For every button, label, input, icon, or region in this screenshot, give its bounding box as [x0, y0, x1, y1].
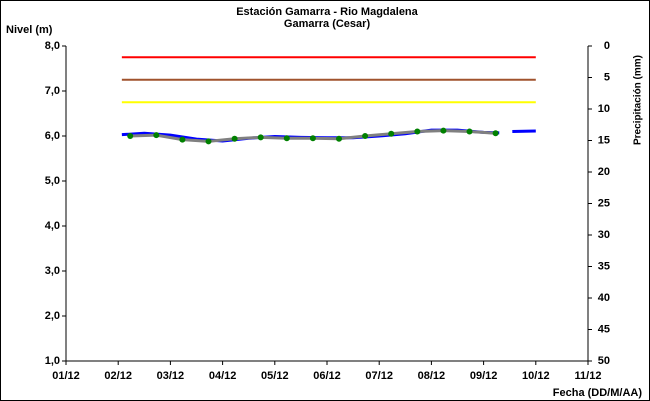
data-point [309, 135, 316, 142]
y-tick-label: 4,0 [45, 220, 60, 232]
x-tick-label: 08/12 [418, 370, 446, 382]
y-tick-label: 5,0 [45, 175, 60, 187]
y-tick-label: 8,0 [45, 40, 60, 52]
y2-tick-label: 5 [604, 71, 610, 83]
y2-tick-label: 40 [598, 292, 610, 304]
x-tick-label: 04/12 [209, 370, 237, 382]
y-tick-label: 3,0 [45, 265, 60, 277]
y-axis-label: Nivel (m) [6, 24, 53, 36]
data-point [257, 134, 264, 141]
x-tick-label: 06/12 [313, 370, 341, 382]
x-tick-label: 10/12 [522, 370, 550, 382]
data-point [205, 138, 212, 145]
y2-tick-label: 20 [598, 166, 610, 178]
y2-tick-label: 15 [598, 134, 610, 146]
y2-tick-label: 30 [598, 229, 610, 241]
x-axis-label: Fecha (DD/M/AA) [553, 387, 643, 399]
data-point [153, 132, 160, 139]
data-point [283, 135, 290, 142]
x-tick-label: 09/12 [470, 370, 498, 382]
data-point [466, 128, 473, 135]
x-tick-label: 02/12 [104, 370, 132, 382]
data-point [440, 127, 447, 134]
x-tick-label: 07/12 [365, 370, 393, 382]
y2-tick-label: 50 [598, 355, 610, 367]
y-tick-label: 6,0 [45, 130, 60, 142]
data-point [127, 133, 134, 139]
data-point [362, 133, 369, 139]
x-tick-label: 01/12 [52, 370, 80, 382]
y2-tick-label: 45 [598, 323, 610, 335]
y2-axis-label: Precipitación (mm) [633, 55, 644, 145]
chart-subtitle: Gamarra (Cesar) [284, 18, 371, 30]
data-point [414, 128, 421, 135]
data-point [336, 135, 343, 142]
x-tick-label: 03/12 [157, 370, 185, 382]
y-tick-label: 2,0 [45, 310, 60, 322]
y-tick-label: 7,0 [45, 85, 60, 97]
y2-tick-label: 35 [598, 260, 610, 272]
y2-tick-label: 25 [598, 197, 610, 209]
chart-title: Estación Gamarra - Rio Magdalena [236, 6, 418, 18]
data-point [388, 130, 395, 137]
y2-tick-label: 0 [604, 40, 610, 52]
x-tick-label: 11/12 [575, 370, 602, 382]
y-tick-label: 1,0 [45, 355, 60, 367]
data-point [179, 136, 186, 143]
data-point [492, 130, 499, 137]
y2-tick-label: 10 [598, 103, 610, 115]
x-tick-label: 05/12 [261, 370, 289, 382]
data-point [231, 135, 238, 142]
